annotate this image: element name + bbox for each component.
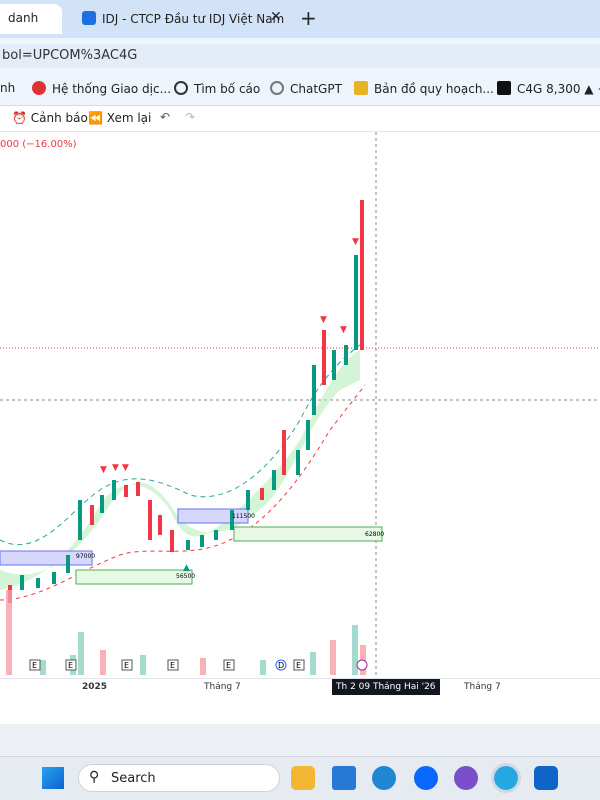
search-label: Search — [111, 771, 156, 786]
event-label: E — [296, 661, 301, 670]
event-label: E — [124, 661, 129, 670]
box-label: 111500 — [232, 513, 255, 520]
label: Xem lại — [106, 111, 152, 125]
label: Cảnh báo — [30, 111, 88, 125]
taskbar-app[interactable] — [414, 766, 438, 790]
box-label: 56500 — [176, 573, 195, 580]
volume — [6, 590, 366, 675]
bookmark-label: Tìm bố cáo — [194, 82, 261, 96]
box-label: 97000 — [76, 553, 95, 560]
time-label: Tháng 7 — [464, 682, 501, 692]
bookmark[interactable]: Bản đồ quy hoạch... — [354, 81, 494, 96]
svg-text:▲: ▲ — [183, 563, 190, 573]
tab[interactable]: IDJ - CTCP Đầu tư IDJ Việt Nam — [74, 4, 284, 34]
bookmark-label: C4G 8,300 ▲ +1... — [517, 82, 600, 96]
zone-box — [233, 526, 383, 542]
bookmark[interactable]: Hệ thống Giao dịc... — [32, 81, 171, 96]
bookmark[interactable]: ChatGPT — [270, 81, 342, 96]
icon — [497, 81, 511, 95]
svg-text:▼: ▼ — [122, 463, 129, 473]
bookmarks-bar: nh Hệ thống Giao dịc... Tìm bố cáo ChatG… — [0, 72, 600, 106]
search-box[interactable]: ⚲ Search — [78, 764, 280, 792]
chart-area: ▼ ▼ ▼ ▼▼▼ ▲ 97000 111500 56500 62800 E E E… — [0, 132, 600, 678]
taskbar-app[interactable] — [291, 766, 315, 790]
bookmark[interactable]: Tìm bố cáo — [174, 81, 260, 96]
desktop-strip — [0, 724, 600, 756]
event-label: E — [68, 661, 73, 670]
svg-text:▼: ▼ — [100, 465, 107, 475]
icon — [32, 81, 46, 95]
zone-box — [75, 569, 193, 585]
tab-close[interactable]: ✕ — [270, 9, 282, 25]
price-change: 000 (−16.00%) — [0, 139, 77, 150]
event-label: E — [32, 661, 37, 670]
event-label: E — [170, 661, 175, 670]
start-button[interactable] — [42, 767, 64, 789]
event-label: E — [226, 661, 231, 670]
taskbar-app[interactable] — [491, 763, 521, 793]
event-label: D — [278, 661, 284, 670]
chart-toolbar: ⏰ Cảnh báo ⏪ Xem lại ↶ ↷ — [0, 106, 600, 132]
new-tab[interactable]: + — [300, 6, 317, 30]
chart-drawing: ▼ ▼ ▼ ▼▼▼ ▲ — [0, 132, 600, 678]
address-bar[interactable]: bol=UPCOM%3AC4G — [0, 44, 600, 68]
svg-text:▼: ▼ — [320, 315, 327, 325]
lower-band — [0, 384, 366, 601]
bookmark-label: Hệ thống Giao dịc... — [52, 82, 172, 96]
favicon — [82, 11, 96, 25]
bookmark-label: Bản đồ quy hoạch... — [374, 82, 494, 96]
undo[interactable]: ↶ — [160, 110, 171, 124]
bookmark[interactable]: C4G 8,300 ▲ +1... — [497, 81, 600, 96]
signal-markers: ▼ ▼ ▼ ▼▼▼ ▲ — [100, 237, 359, 573]
box-labels: 97000 111500 56500 62800 — [76, 513, 384, 580]
bookmark[interactable]: nh — [0, 81, 16, 95]
icon — [270, 81, 284, 95]
time-label: 2025 — [82, 682, 108, 692]
event-markers: E E E E E D E — [29, 659, 368, 671]
svg-text:▼: ▼ — [340, 325, 347, 335]
tab-bar: danh IDJ - CTCP Đầu tư IDJ Việt Nam ✕ + — [0, 0, 600, 38]
band-fill — [0, 350, 360, 590]
alert-button[interactable]: ⏰ Cảnh báo — [12, 111, 88, 125]
time-axis: 2025 Tháng 7 Th 2 09 Tháng Hai '26 Tháng… — [0, 678, 600, 696]
svg-text:▼: ▼ — [112, 463, 119, 473]
time-label: Tháng 7 — [204, 682, 241, 692]
tab[interactable]: danh — [0, 4, 62, 34]
replay-button[interactable]: ⏪ Xem lại — [88, 111, 152, 125]
bookmark-label: ChatGPT — [290, 82, 342, 96]
taskbar-app[interactable] — [534, 766, 558, 790]
crosshair-date: Th 2 09 Tháng Hai '26 — [332, 679, 440, 695]
icon — [174, 81, 188, 95]
candles — [8, 200, 364, 603]
dividend-marker — [356, 659, 368, 671]
box-label: 62800 — [365, 531, 384, 538]
redo[interactable]: ↷ — [185, 110, 196, 124]
taskbar-app[interactable] — [454, 766, 478, 790]
taskbar-app[interactable] — [332, 766, 356, 790]
taskbar-app[interactable] — [372, 766, 396, 790]
search-icon: ⚲ — [89, 769, 100, 785]
tab-title: IDJ - CTCP Đầu tư IDJ Việt Nam — [102, 12, 284, 26]
icon — [354, 81, 368, 95]
svg-text:▼: ▼ — [352, 237, 359, 247]
